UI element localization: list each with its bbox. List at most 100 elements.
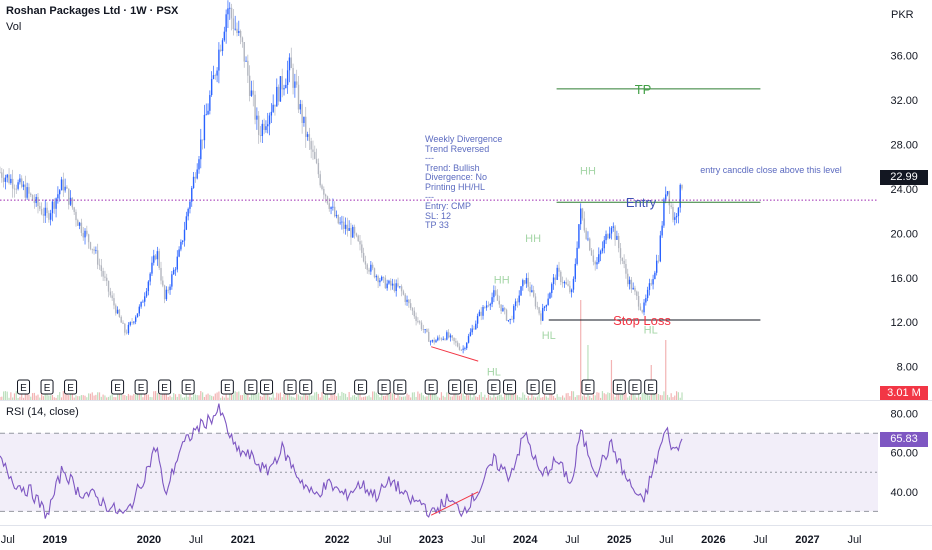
earnings-marker-label: E <box>545 383 552 394</box>
candle-body <box>156 251 159 260</box>
volume-bar <box>381 394 383 400</box>
volume-bar <box>375 392 377 400</box>
volume-bar <box>218 391 220 400</box>
time-tick-label: Jul <box>471 534 485 546</box>
candle-body <box>31 195 34 201</box>
price-tick-label: 32.00 <box>890 95 918 107</box>
candle-body <box>665 194 667 200</box>
earnings-marker-label: E <box>451 383 458 394</box>
candle-body <box>426 329 428 332</box>
candle-body <box>455 341 457 343</box>
volume-bar <box>449 396 452 400</box>
entry-note: entry cancdle close above this level <box>700 165 842 175</box>
volume-bar <box>562 395 564 400</box>
volume-bar <box>357 391 359 400</box>
candle-body <box>534 296 537 307</box>
candle-body <box>599 251 602 255</box>
volume-bar <box>628 396 631 400</box>
volume-bar <box>493 394 495 400</box>
volume-bar <box>28 394 30 400</box>
volume-bar <box>71 391 73 400</box>
volume-bar <box>51 395 54 400</box>
candle-body <box>516 301 519 303</box>
volume-bar <box>149 396 151 400</box>
volume-bar <box>116 391 119 400</box>
volume-badge: 3.01 M <box>880 386 928 400</box>
candle-body <box>283 88 285 90</box>
candle-body <box>30 193 32 196</box>
candle-body <box>301 104 303 124</box>
earnings-marker <box>17 379 31 395</box>
earnings-marker-label: E <box>428 383 435 394</box>
candle-body <box>453 337 455 342</box>
volume-bar <box>607 392 609 400</box>
volume-bar <box>513 393 515 400</box>
candle-body <box>509 318 511 321</box>
volume-bar <box>252 394 254 400</box>
candle-body <box>636 291 638 296</box>
candle-body <box>68 188 70 205</box>
volume-bar <box>127 393 130 400</box>
volume-bar <box>379 397 381 400</box>
candle-body <box>60 179 63 191</box>
volume-bar <box>323 395 325 400</box>
time-tick-label: Jul <box>659 534 673 546</box>
candle-body <box>42 214 45 216</box>
volume-bar <box>424 396 426 400</box>
candle-body <box>167 289 169 291</box>
candle-body <box>657 260 660 262</box>
earnings-marker <box>158 379 172 395</box>
volume-bar <box>214 393 216 400</box>
price-tick-label: 12.00 <box>890 317 918 329</box>
candle-body <box>201 139 204 141</box>
candle-body <box>612 226 614 228</box>
candle-body <box>312 149 314 152</box>
volume-bar <box>200 391 202 400</box>
earnings-marker <box>581 379 595 395</box>
rsi-title: RSI (14, close) <box>6 406 79 418</box>
volume-bar <box>97 392 99 400</box>
volume-bar <box>480 392 482 400</box>
time-tick-label: 2019 <box>43 534 67 546</box>
volume-bar <box>6 391 8 400</box>
candle-body <box>393 283 396 292</box>
candle-body <box>561 282 564 284</box>
candle-body <box>281 76 283 90</box>
candle-body <box>73 207 75 212</box>
candle-body <box>326 196 329 204</box>
candle-body <box>420 322 423 330</box>
candle-body <box>238 31 240 33</box>
candle-body <box>677 207 680 216</box>
candle-body <box>475 323 477 330</box>
volume-bar <box>551 391 553 400</box>
candle-body <box>232 18 235 30</box>
time-tick-label: 2025 <box>607 534 631 546</box>
volume-bar <box>15 391 17 400</box>
candle-body <box>24 184 27 198</box>
volume-bar <box>410 397 412 400</box>
pivot-label: HH <box>494 274 510 286</box>
price-candles <box>0 0 683 354</box>
candle-body <box>196 169 198 179</box>
candle-body <box>350 227 352 238</box>
volume-bar <box>33 392 35 400</box>
candle-body <box>333 206 336 217</box>
volume-bar <box>401 396 403 400</box>
candle-body <box>48 213 50 220</box>
volume-bar <box>171 397 173 400</box>
volume-bar <box>256 393 258 400</box>
volume-bar <box>254 394 256 400</box>
candle-body <box>668 191 671 206</box>
volume-bar <box>558 396 560 400</box>
candle-body <box>520 286 522 296</box>
candle-body <box>391 283 394 286</box>
volume-bar <box>422 395 424 400</box>
candle-body <box>659 235 662 262</box>
candle-body <box>154 255 157 260</box>
volume-bar <box>366 396 368 400</box>
volume-bar <box>460 393 462 400</box>
volume-bar <box>612 393 614 400</box>
candle-body <box>473 328 475 330</box>
earnings-marker <box>463 379 477 395</box>
